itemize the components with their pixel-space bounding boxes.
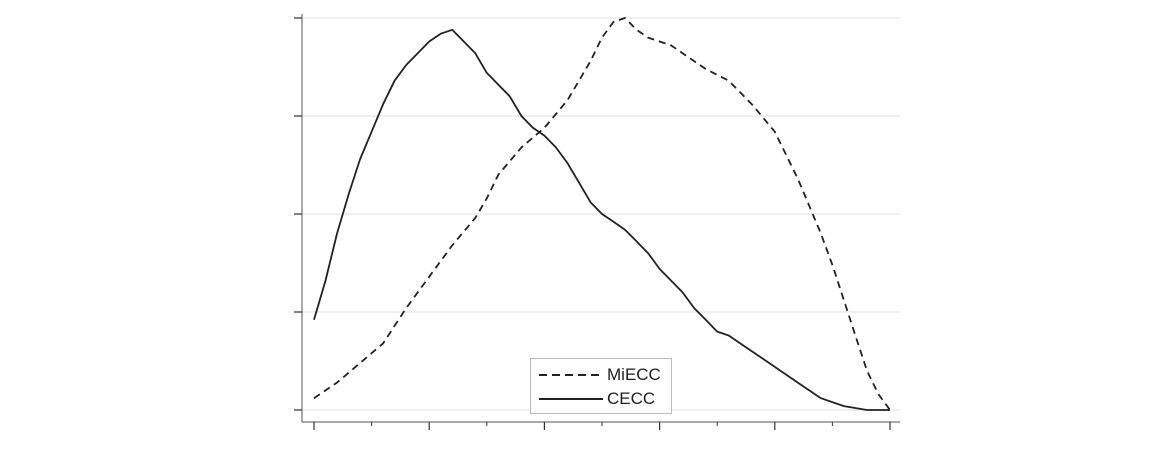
legend-solid-swatch xyxy=(539,398,603,400)
legend-item-cecc: CECC xyxy=(539,388,655,410)
legend: MiECC CECC xyxy=(530,358,672,414)
legend-item-miecc: MiECC xyxy=(539,364,661,386)
series-lines xyxy=(313,17,891,411)
axes xyxy=(294,14,900,430)
legend-label-miecc: MiECC xyxy=(607,365,661,384)
series-line-cecc xyxy=(313,28,890,411)
legend-label-cecc: CECC xyxy=(607,389,656,408)
legend-dashed-swatch xyxy=(539,374,603,376)
series-line-miecc xyxy=(313,17,891,411)
